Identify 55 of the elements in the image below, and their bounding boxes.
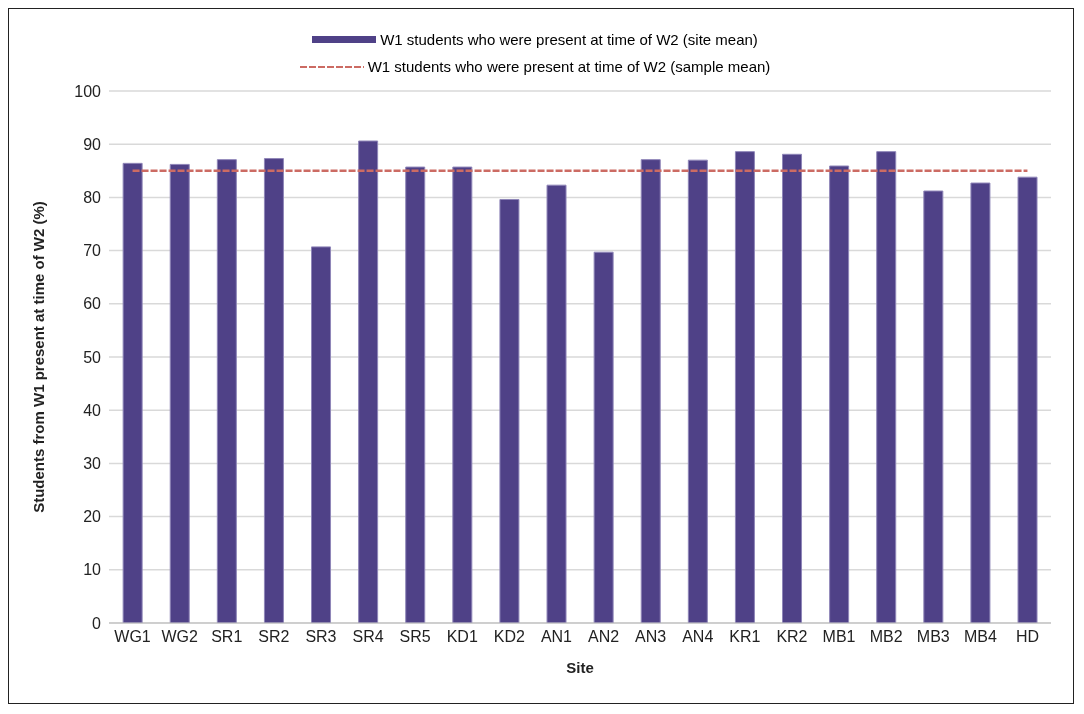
y-tick-label: 80 (83, 189, 102, 207)
x-tick-label: AN2 (587, 628, 620, 646)
y-tick-label: 50 (83, 348, 102, 366)
x-tick-label: SR2 (258, 628, 290, 646)
x-tick-label: MB3 (916, 628, 950, 646)
legend-label: W1 students who were present at time of W2 (site mean) (380, 31, 758, 48)
x-axis-title: Site (566, 659, 594, 676)
bar (970, 182, 991, 623)
x-tick-label: SR1 (211, 628, 243, 646)
x-tick-label: KR1 (729, 628, 761, 646)
bar (216, 159, 237, 623)
y-tick-label: 20 (83, 508, 102, 526)
bar (358, 140, 379, 623)
bar (687, 159, 708, 623)
x-tick-label: AN4 (682, 628, 714, 646)
bar (640, 159, 661, 623)
bar (546, 184, 567, 623)
bar (782, 153, 803, 623)
x-tick-label: SR3 (305, 628, 337, 646)
legend-label: W1 students who were present at time of W2 (sample mean) (367, 58, 771, 75)
y-tick-label: 10 (83, 561, 102, 579)
bar (311, 246, 332, 623)
y-tick-label: 60 (83, 295, 102, 313)
x-tick-label: SR4 (352, 628, 384, 646)
bar (923, 190, 944, 623)
y-tick-label: 90 (83, 135, 102, 153)
x-tick-label: HD (1015, 628, 1039, 646)
bar (1017, 176, 1038, 623)
bar (499, 199, 520, 623)
bar (734, 151, 755, 623)
bar (876, 151, 897, 623)
bar (122, 162, 143, 623)
bar (263, 158, 284, 623)
x-tick-label: MB4 (963, 628, 997, 646)
bar (452, 166, 473, 623)
y-tick-label: 30 (83, 455, 102, 473)
bar (169, 163, 190, 623)
y-tick-label: 70 (83, 242, 102, 260)
x-tick-label: KD2 (493, 628, 526, 646)
x-tick-label: MB2 (869, 628, 903, 646)
y-tick-label: 40 (83, 401, 102, 419)
x-tick-label: KR2 (776, 628, 808, 646)
x-tick-label: AN3 (635, 628, 667, 646)
y-axis-title: Students from W1 present at time of W2 (%) (30, 201, 48, 513)
x-tick-label: SR5 (399, 628, 431, 646)
y-tick-label: 100 (74, 82, 102, 100)
x-tick-label: AN1 (540, 628, 573, 646)
y-tick-label: 0 (92, 614, 102, 632)
x-tick-label: KD1 (446, 628, 478, 646)
bar (593, 251, 614, 623)
x-tick-label: WG2 (161, 628, 198, 646)
bar (829, 165, 850, 623)
x-tick-label: MB1 (822, 628, 856, 646)
x-tick-label: WG1 (114, 628, 151, 646)
bar (405, 166, 426, 623)
